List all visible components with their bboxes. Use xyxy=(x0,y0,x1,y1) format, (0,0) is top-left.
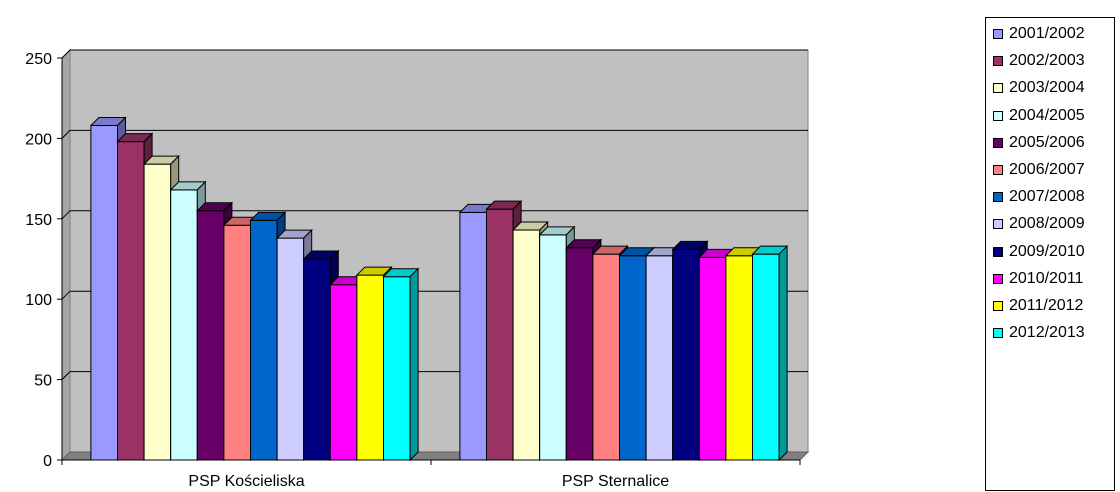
legend-item: 2005/2006 xyxy=(993,133,1085,153)
legend-label: 2010/2011 xyxy=(1009,269,1084,287)
bar-front xyxy=(459,211,487,461)
bar-front xyxy=(619,255,647,461)
legend-label: 2009/2010 xyxy=(1009,242,1085,260)
legend-item: 2007/2008 xyxy=(993,187,1085,207)
bar-front xyxy=(752,253,780,461)
bar-front xyxy=(250,219,278,461)
y-tick-label: 50 xyxy=(34,373,52,390)
category-label: PSP Sternalice xyxy=(562,473,669,490)
legend-item: 2003/2004 xyxy=(993,78,1085,98)
legend-label: 2001/2002 xyxy=(1009,25,1085,42)
bar-front xyxy=(698,256,727,461)
bar-front xyxy=(143,163,172,461)
legend-item: 2012/2013 xyxy=(993,323,1085,343)
gridline xyxy=(61,129,808,139)
legend-swatch xyxy=(993,110,1003,121)
legend-label: 2007/2008 xyxy=(1009,188,1085,206)
legend-item: 2011/2012 xyxy=(993,296,1083,316)
bar-front xyxy=(303,258,331,461)
legend-label: 2002/2003 xyxy=(1009,52,1085,70)
category-labels: PSP Kościeliska PSP Sternalice xyxy=(188,473,669,490)
bar xyxy=(382,267,420,462)
legend: 2001/2002 2002/2003 2003/2004 2004/2005 2005… xyxy=(985,17,1115,491)
legend-item: 2001/2002 xyxy=(993,24,1085,44)
legend-label: 2006/2007 xyxy=(1009,161,1085,178)
y-tick-labels: 0 50 100 150 200 250 xyxy=(25,51,52,470)
bar-front xyxy=(539,234,567,461)
legend-item: 2006/2007 xyxy=(993,160,1085,180)
legend-item: 2008/2009 xyxy=(993,214,1085,234)
legend-item: 2010/2011 xyxy=(993,269,1083,289)
bar-front xyxy=(645,255,674,461)
bar-front xyxy=(329,284,358,461)
legend-swatch xyxy=(993,165,1003,175)
legend-swatch xyxy=(993,137,1003,148)
bar xyxy=(751,244,789,462)
gridline xyxy=(61,210,808,220)
legend-label: 2012/2013 xyxy=(1009,324,1085,342)
legend-label: 2008/2009 xyxy=(1009,215,1085,233)
gridline xyxy=(61,49,808,59)
bar-front xyxy=(223,224,251,461)
bar-front xyxy=(383,276,411,461)
legend-label: 2003/2004 xyxy=(1009,79,1085,97)
bar-side xyxy=(778,244,788,462)
legend-swatch xyxy=(993,83,1003,94)
bar-front xyxy=(725,255,754,461)
y-tick-label: 200 xyxy=(25,131,52,148)
legend-swatch xyxy=(993,56,1003,67)
legend-swatch xyxy=(993,301,1003,311)
legend-label: 2011/2012 xyxy=(1009,297,1084,314)
bars xyxy=(89,116,789,462)
bar-front xyxy=(565,247,594,461)
y-tick-label: 250 xyxy=(25,51,52,68)
bar-front xyxy=(486,208,514,461)
bar-front xyxy=(196,210,225,461)
legend-label: 2005/2006 xyxy=(1009,133,1085,151)
y-tick-label: 150 xyxy=(25,212,52,229)
legend-label: 2004/2005 xyxy=(1009,106,1085,124)
legend-swatch xyxy=(993,192,1003,203)
legend-swatch xyxy=(993,273,1003,284)
legend-swatch xyxy=(993,328,1003,339)
bar-front xyxy=(90,125,119,461)
legend-item: 2009/2010 xyxy=(993,242,1085,262)
y-tick-label: 100 xyxy=(25,292,52,309)
bar-side xyxy=(409,267,419,462)
legend-item: 2002/2003 xyxy=(993,51,1085,71)
legend-swatch xyxy=(993,219,1003,230)
bar-front xyxy=(170,189,198,461)
y-tick-label: 0 xyxy=(43,453,52,470)
side-wall xyxy=(61,48,71,462)
bar-front xyxy=(276,237,305,461)
legend-item: 2004/2005 xyxy=(993,106,1085,126)
chart: 0 50 100 150 200 250 PSP Kościeliska PSP Stern… xyxy=(25,48,810,490)
bar-front xyxy=(672,248,700,461)
legend-swatch xyxy=(993,29,1003,39)
bar-front xyxy=(512,229,541,461)
legend-swatch xyxy=(993,246,1003,257)
bar-front xyxy=(592,253,621,461)
bar-front xyxy=(356,274,384,461)
bar-front xyxy=(117,141,145,461)
category-label: PSP Kościeliska xyxy=(188,473,304,490)
